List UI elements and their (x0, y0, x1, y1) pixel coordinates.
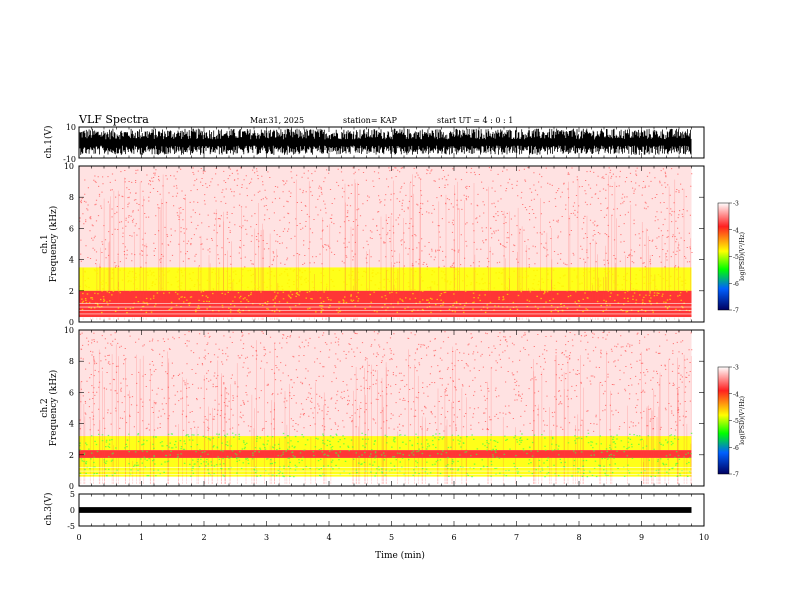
colorbar (717, 366, 730, 475)
spectrogram-band (79, 450, 692, 458)
ch1-y-tick-label: 10 (66, 123, 76, 132)
x-tick-label: 8 (576, 533, 581, 542)
colorbar-tick-label: -3 (733, 365, 739, 372)
ch1-voltage-axis-label: ch.1(V) (43, 126, 54, 159)
y-tick-label: 10 (64, 326, 74, 335)
y-tick-label: 2 (69, 451, 74, 460)
spectrogram-ch2-panel: 0 2 4 6 8 10 ch.2 Frequency (kHz) (40, 326, 705, 491)
station-label: station= KAP (343, 116, 398, 125)
x-tick-label: 1 (139, 533, 144, 542)
x-tick-label: 7 (514, 533, 519, 542)
ch1-y-tick-label: -10 (63, 155, 76, 164)
time-axis-label: Time (min) (375, 550, 425, 561)
colorbar-tick-label: -5 (733, 254, 739, 261)
y-tick-label: 2 (69, 287, 74, 296)
y-tick-label: 0 (69, 318, 74, 327)
y-tick-label: 8 (69, 357, 74, 366)
waveform-ch1-panel: 10 -10 (63, 123, 705, 164)
spectrogram-ch1-panel: 0 2 4 6 8 10 ch.1 Frequency (kHz) (40, 162, 705, 327)
colorbar-label: log(PSD)(V²/Hz) (739, 396, 746, 445)
colorbar-tick-label: -3 (733, 201, 739, 208)
ch3-y-tick-label: 5 (70, 490, 75, 499)
x-tick-label: 6 (451, 533, 456, 542)
y-tick-label: 8 (69, 193, 74, 202)
y-tick-label: 4 (69, 256, 74, 265)
spectrogram-band (79, 436, 692, 451)
waveform-ch1-trace (79, 128, 692, 155)
x-tick-label: 9 (639, 533, 644, 542)
spectrogram-band (79, 306, 692, 318)
waveform-ch3-panel: 50-50 1 2 3 4 5 6 7 8 9 10 (67, 490, 709, 542)
spectrogram-band (79, 330, 692, 437)
start-ut-label: start UT = 4 : 0 : 1 (437, 116, 513, 125)
colorbar-tick-label: -7 (733, 308, 739, 315)
spectrogram-band (79, 166, 692, 268)
figure-title: VLF Spectra (78, 113, 149, 126)
spectrogram-streaks (82, 174, 691, 320)
y-tick-label: 10 (64, 162, 74, 171)
y-tick-label: 6 (69, 388, 74, 397)
x-tick-label: 3 (264, 533, 269, 542)
spectrogram-band (79, 290, 692, 307)
colorbar-tick-label: -4 (733, 391, 739, 398)
colorbar-tick-label: -6 (733, 281, 739, 288)
y-tick-label: 0 (69, 482, 74, 491)
ch3-y-tick-label: -5 (67, 522, 75, 531)
x-tick-label: 5 (389, 533, 394, 542)
y-tick-label: 4 (69, 420, 74, 429)
colorbar-tick-label: -7 (733, 472, 739, 479)
waveform-ch3-trace (79, 507, 692, 513)
y-tick-label: 6 (69, 224, 74, 233)
ch3-voltage-axis-label: ch.3(V) (43, 493, 54, 526)
colorbar-label: log(PSD)(V²/Hz) (739, 232, 746, 281)
spectrogram-band-noise (79, 432, 693, 478)
x-tick-label: 0 (76, 533, 81, 542)
x-tick-label: 4 (326, 533, 331, 542)
spectrogram-y-axis-label: Frequency (kHz) (48, 370, 59, 447)
spectrogram-noise (79, 331, 693, 432)
spectrogram-band (79, 457, 692, 477)
colorbars: -3 -4 -5 -6 -7 log(PSD)(V²/Hz) -3 -4 -5 -6 -7 log(P… (717, 201, 746, 479)
spectrogram-y-axis-label: ch.2 (40, 398, 50, 417)
spectrogram-y-axis-label: Frequency (kHz) (48, 206, 59, 283)
date-label: Mar.31, 2025 (250, 116, 304, 125)
colorbar (717, 202, 730, 311)
colorbar-tick-label: -4 (733, 227, 739, 234)
x-tick-label: 10 (699, 533, 709, 542)
spectrogram-y-axis-label: ch.1 (40, 234, 50, 253)
spectrogram-band-noise (79, 268, 691, 314)
x-tick-label: 2 (201, 533, 206, 542)
colorbar-tick-label: -6 (733, 445, 739, 452)
colorbar-tick-label: -5 (733, 418, 739, 425)
spectrogram-noise (79, 167, 693, 268)
ch3-y-tick-label: 0 (70, 506, 75, 515)
